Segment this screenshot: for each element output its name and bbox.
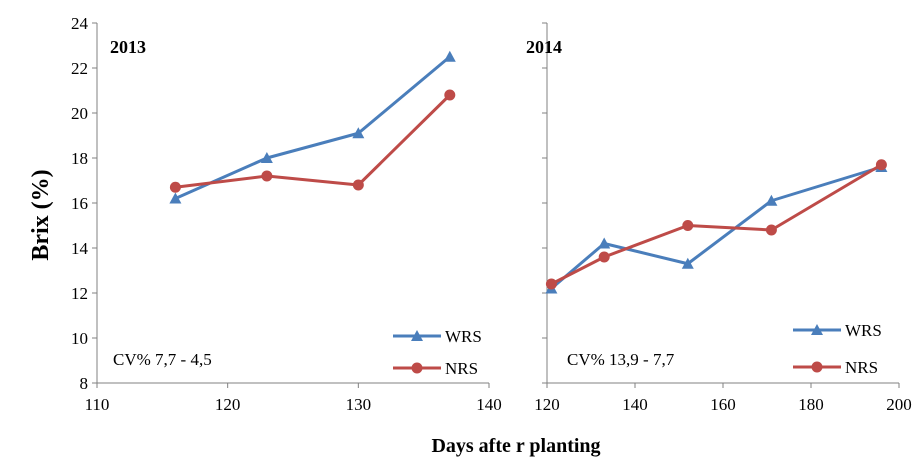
- data-point-triangle: [169, 192, 182, 204]
- data-point-triangle: [352, 127, 365, 139]
- cv-annotation: CV% 7,7 - 4,5: [113, 350, 212, 369]
- x-axis-title: Days afte r planting: [431, 435, 600, 457]
- data-point-triangle: [765, 194, 778, 206]
- data-point-triangle: [681, 257, 694, 269]
- x-tick-label: 140: [476, 395, 502, 414]
- x-tick-label: 180: [798, 395, 824, 414]
- x-tick-label: 200: [886, 395, 912, 414]
- cv-annotation: CV% 13,9 - 7,7: [567, 350, 675, 369]
- data-point-circle: [682, 220, 694, 231]
- y-tick-label: 18: [71, 149, 88, 168]
- legend-label: NRS: [445, 359, 478, 378]
- series-line: [174, 55, 451, 200]
- legend: WRS NRS: [393, 327, 482, 378]
- data-point-circle: [352, 179, 364, 191]
- legend-item-wrs: WRS: [393, 327, 482, 346]
- data-point-triangle: [411, 330, 423, 341]
- legend-item-wrs: WRS: [793, 321, 882, 340]
- x-tick-label: 120: [534, 395, 560, 414]
- data-point-circle: [444, 89, 456, 101]
- data-point-circle: [598, 251, 610, 263]
- y-tick-label: 12: [71, 284, 88, 303]
- data-point-circle: [545, 278, 557, 290]
- legend-label: NRS: [845, 358, 878, 377]
- legend-label: WRS: [845, 321, 882, 340]
- data-point-triangle: [598, 237, 611, 249]
- y-tick-label: 14: [71, 239, 89, 258]
- legend-label: WRS: [445, 327, 482, 346]
- data-point-circle: [811, 361, 823, 373]
- data-point-circle: [261, 170, 273, 182]
- panel-2013: 8 10 12 14 16 18 20 22 24 110 120 130 140 2013 CV% 7,7…: [71, 14, 502, 414]
- series-nrs: [169, 89, 456, 193]
- data-point-circle: [875, 159, 887, 171]
- x-tick-label: 110: [85, 395, 110, 414]
- y-tick-label: 22: [71, 59, 88, 78]
- legend-item-nrs: NRS: [393, 359, 478, 378]
- data-point-triangle: [811, 324, 823, 335]
- series-wrs: [169, 50, 456, 204]
- x-tick-label: 120: [215, 395, 241, 414]
- y-tick-label: 20: [71, 104, 88, 123]
- panel-2014: 120 140 160 180 200 2014 CV% 13,9 - 7,7 WRS NRS: [526, 22, 912, 414]
- y-tick-label: 16: [71, 194, 88, 213]
- y-tick-label: 8: [80, 374, 89, 393]
- legend: WRS NRS: [793, 321, 882, 377]
- y-tick-label: 24: [71, 14, 89, 33]
- y-tick-label: 10: [71, 329, 88, 348]
- data-point-triangle: [260, 152, 273, 163]
- x-tick-label: 140: [622, 395, 648, 414]
- series-nrs: [545, 159, 887, 290]
- data-point-triangle: [443, 50, 456, 62]
- panel-title: 2013: [110, 37, 146, 57]
- y-axis-title: Brix (%): [28, 169, 54, 260]
- x-tick-label: 160: [710, 395, 736, 414]
- panel-title: 2014: [526, 37, 562, 57]
- data-point-circle: [169, 181, 181, 193]
- data-point-circle: [765, 224, 777, 236]
- legend-item-nrs: NRS: [793, 358, 878, 377]
- data-point-circle: [411, 362, 423, 374]
- series-line: [175, 93, 451, 189]
- x-tick-label: 130: [346, 395, 372, 414]
